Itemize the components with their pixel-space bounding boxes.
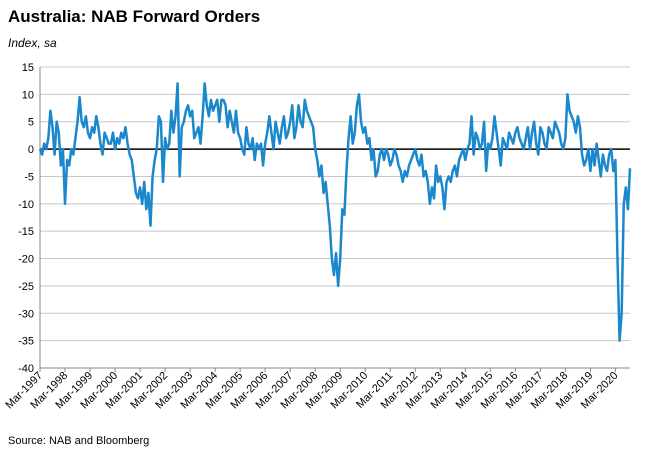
y-tick-label: 0 (28, 144, 34, 156)
chart-subtitle: Index, sa (8, 36, 57, 50)
y-tick-label: -40 (18, 363, 34, 375)
y-tick-label: 10 (22, 89, 34, 101)
series-line (38, 82, 632, 342)
y-tick-label: 15 (22, 62, 34, 74)
y-tick-label: 5 (28, 117, 34, 129)
y-tick-label: -15 (18, 226, 34, 238)
y-tick-label: -30 (18, 308, 34, 320)
y-tick-label: -5 (24, 171, 34, 183)
y-tick-label: -35 (18, 336, 34, 348)
source: Source: NAB and Bloomberg (8, 435, 149, 447)
y-tick-label: -20 (18, 254, 34, 266)
chart-title: Australia: NAB Forward Orders (8, 7, 260, 26)
y-tick-label: -25 (18, 281, 34, 293)
y-tick-label: -10 (18, 199, 34, 211)
